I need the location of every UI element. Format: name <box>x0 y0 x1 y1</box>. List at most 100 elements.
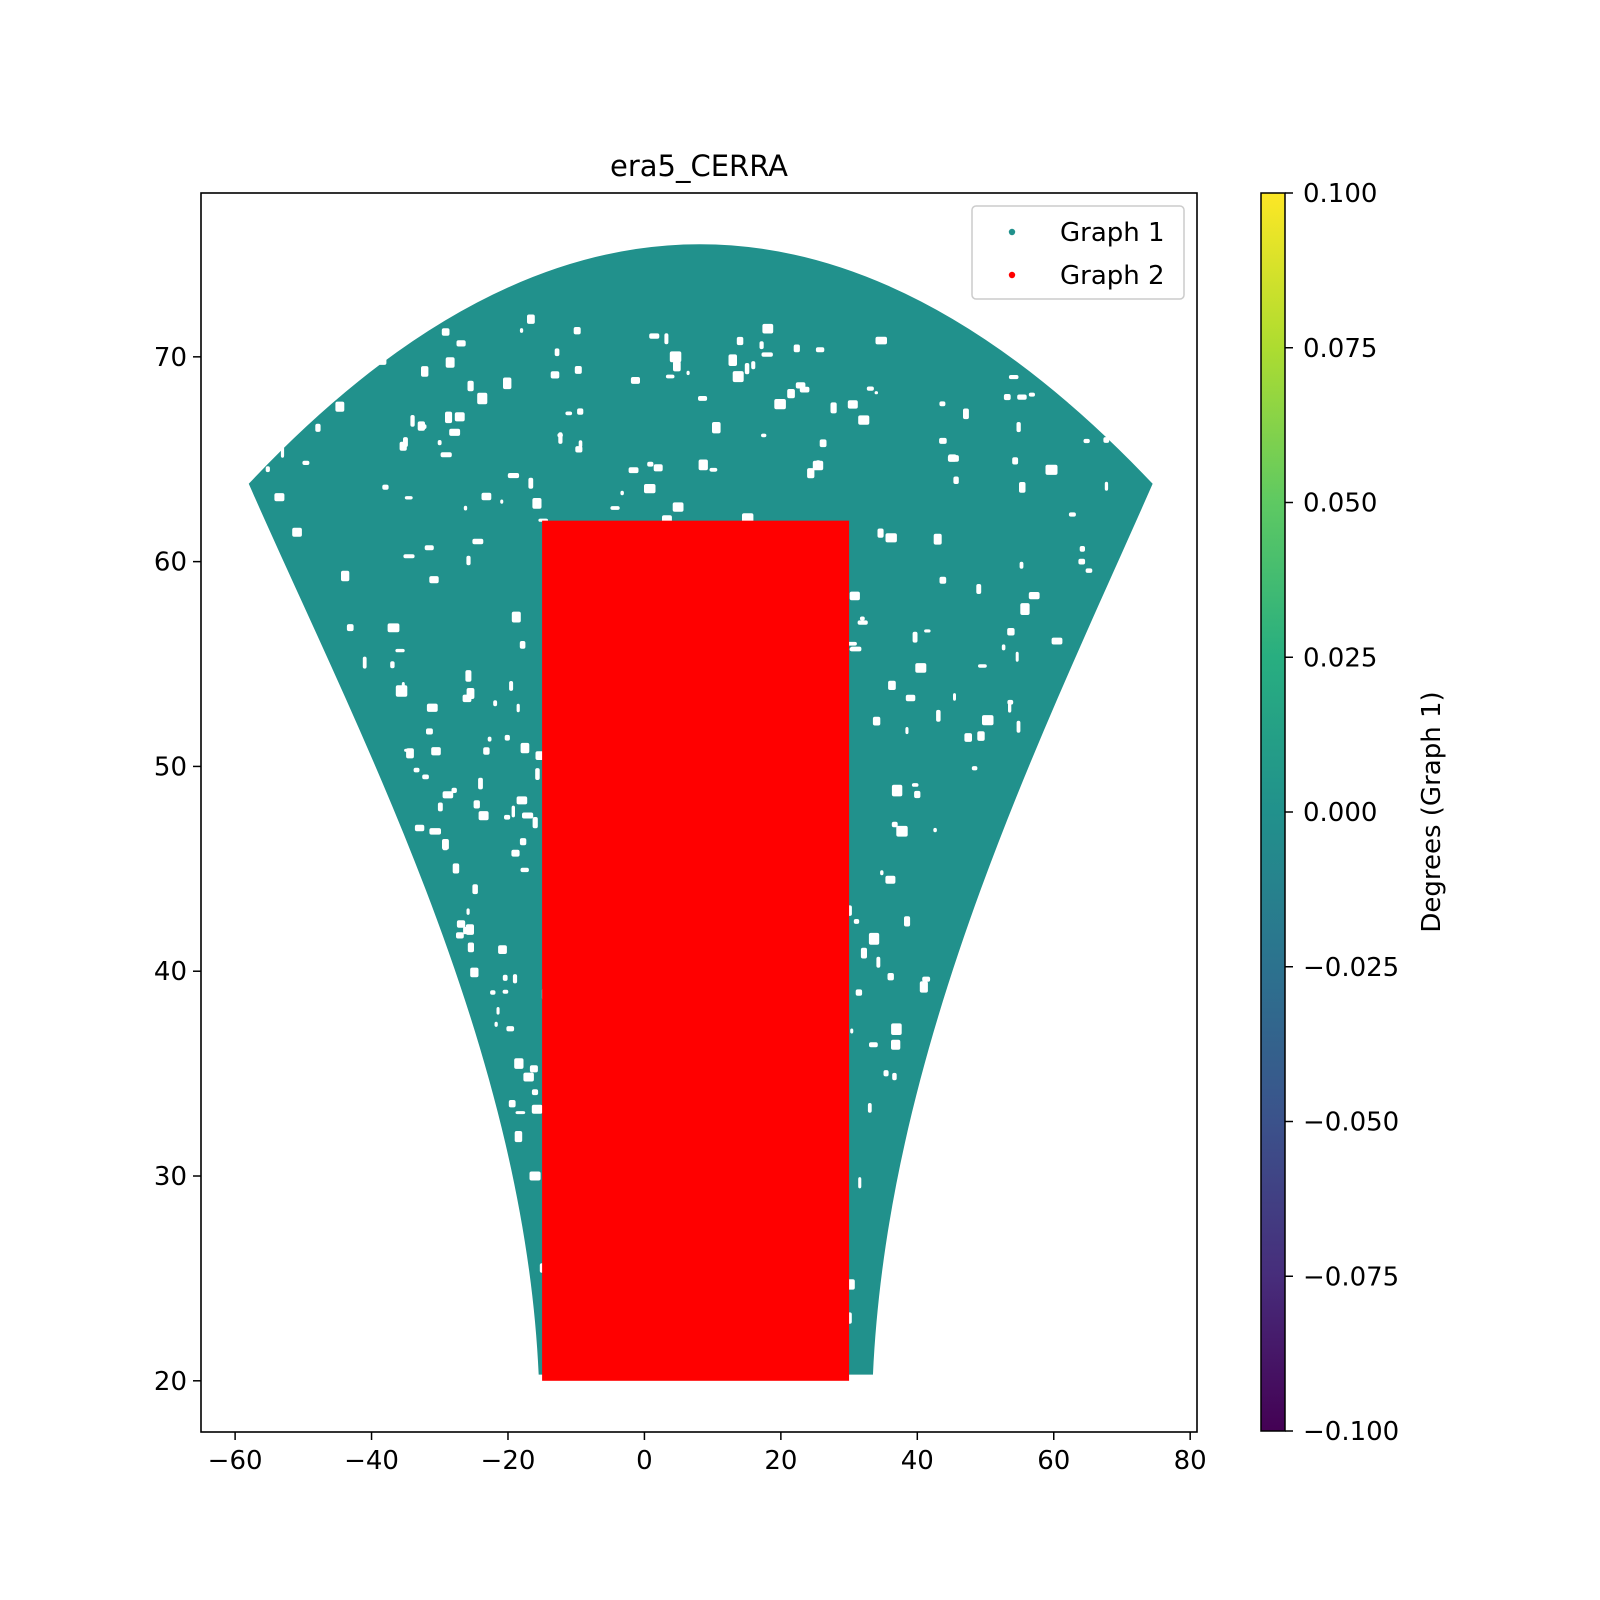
graph-1-gap <box>904 916 911 927</box>
graph-1-gap <box>1062 317 1067 328</box>
graph-1-gap <box>406 748 414 759</box>
graph-1-gap <box>511 611 521 623</box>
graph-1-gap <box>885 533 897 543</box>
graph-1-gap <box>467 942 474 953</box>
graph-1-gap <box>410 415 415 427</box>
graph-1-gap <box>502 974 508 981</box>
graph-1-gap <box>478 777 483 790</box>
graph-1-gap <box>912 631 918 643</box>
graph-1-gap <box>1051 637 1063 645</box>
x-tick-label: 60 <box>1037 1446 1070 1476</box>
graph-1-gap <box>445 411 453 424</box>
graph-1-gap <box>481 492 492 501</box>
graph-1-gap <box>847 400 858 409</box>
graph-1-gap <box>413 767 420 773</box>
graph-1-gap <box>490 990 496 995</box>
colorbar-tick-label: 0.075 <box>1303 334 1377 364</box>
x-tick-label: −40 <box>344 1446 399 1476</box>
graph-1-gap <box>936 709 941 722</box>
graph-1-gap <box>698 396 708 401</box>
colorbar-tick-label: −0.075 <box>1303 1262 1399 1292</box>
colorbar-tick-label: 0.100 <box>1303 179 1377 209</box>
graph-1-gap <box>1008 702 1012 713</box>
graph-1-gap <box>472 538 484 545</box>
graph-1-gap <box>815 347 825 353</box>
x-axis: −60 −40 −20 0 20 40 60 80 <box>208 1432 1207 1476</box>
graph-1-gap <box>857 620 868 625</box>
graph-1-gap <box>472 884 478 895</box>
graph-1-gap <box>467 380 474 392</box>
graph-1-gap <box>1083 438 1090 444</box>
colorbar-tick-label: −0.100 <box>1303 1417 1399 1447</box>
legend-label-graph-2: Graph 2 <box>1060 261 1165 291</box>
graph-1-gap <box>426 703 438 712</box>
colorbar-tick-label: 0.025 <box>1303 643 1377 673</box>
graph-1-gap <box>558 432 563 444</box>
graph-1-gap <box>384 341 389 353</box>
y-tick-label: 70 <box>154 343 187 373</box>
graph-1-gap <box>470 967 479 978</box>
graph-1-gap <box>292 527 302 537</box>
graph-1-gap <box>891 1023 902 1035</box>
graph-1-gap <box>292 421 299 429</box>
graph-1-gap <box>849 647 853 652</box>
legend-label-graph-1: Graph 1 <box>1060 218 1165 248</box>
graph-1-gap <box>429 576 439 584</box>
graph-1-gap <box>888 680 896 690</box>
graph-1-gap <box>892 1072 897 1081</box>
colorbar-tick-label: 0.050 <box>1303 489 1377 519</box>
graph-1-gap <box>1016 720 1021 733</box>
colorbar-gradient <box>1260 192 1286 1432</box>
graph-1-gap <box>850 1028 854 1034</box>
graph-1-gap <box>653 464 663 472</box>
graph-1-gap <box>511 849 520 857</box>
graph-1-gap <box>1068 394 1072 404</box>
graph-1-gap <box>529 1065 538 1073</box>
graph-1-gap <box>866 386 874 391</box>
graph-1-gap <box>466 908 470 915</box>
graph-1-gap <box>514 1131 523 1143</box>
x-tick-label: 0 <box>636 1446 653 1476</box>
graph-1-gap <box>477 392 488 405</box>
graph-1-gap <box>1085 568 1093 573</box>
graph-1-gap <box>620 490 624 496</box>
graph-1-gap <box>487 736 492 742</box>
graph-1-gap <box>924 629 931 633</box>
graph-1-gap <box>315 423 321 432</box>
graph-1-gap <box>1029 364 1035 372</box>
y-tick-label: 20 <box>154 1367 187 1397</box>
y-tick-label: 30 <box>154 1162 187 1192</box>
graph-1-gap <box>887 973 894 981</box>
colorbar-ticks: 0.100 0.075 0.050 0.025 0.000 −0.025 −0.050 −0.… <box>1285 179 1399 1447</box>
graph-1-gap <box>1098 343 1110 351</box>
graph-1-gap <box>449 428 461 436</box>
graph-1-gap <box>300 376 312 386</box>
graph-1-gap <box>463 505 468 511</box>
chart-title: era5_CERRA <box>610 149 788 183</box>
graph-1-gap <box>403 437 408 447</box>
x-tick-label: −20 <box>481 1446 536 1476</box>
graph-1-gap <box>515 1111 526 1115</box>
graph-1-gap <box>1045 464 1058 475</box>
graph-1-gap <box>911 783 919 787</box>
graph-1-gap <box>507 473 520 479</box>
graph-1-gap <box>520 867 529 873</box>
graph-1-gap <box>812 460 824 471</box>
graph-1-gap <box>971 766 978 771</box>
colorbar-tick-label: 0.000 <box>1303 798 1377 828</box>
x-tick-label: 40 <box>901 1446 934 1476</box>
graph-1-gap <box>709 467 718 472</box>
graph-1-gap <box>665 374 675 379</box>
graph-1-gap <box>454 412 465 422</box>
colorbar-label: Degrees (Graph 1) <box>1417 691 1447 932</box>
graph-1-gap <box>503 377 512 390</box>
graph-1-gap <box>395 685 408 697</box>
graph-1-gap <box>395 648 405 653</box>
graph-1-gap <box>774 399 786 410</box>
graph-1-gap <box>452 863 460 874</box>
graph-1-gap <box>793 344 800 353</box>
graph-1-gap <box>520 742 530 754</box>
graph-1-gap <box>795 382 806 389</box>
graph-1-gap <box>939 437 947 444</box>
graph-1-gap <box>953 476 959 484</box>
